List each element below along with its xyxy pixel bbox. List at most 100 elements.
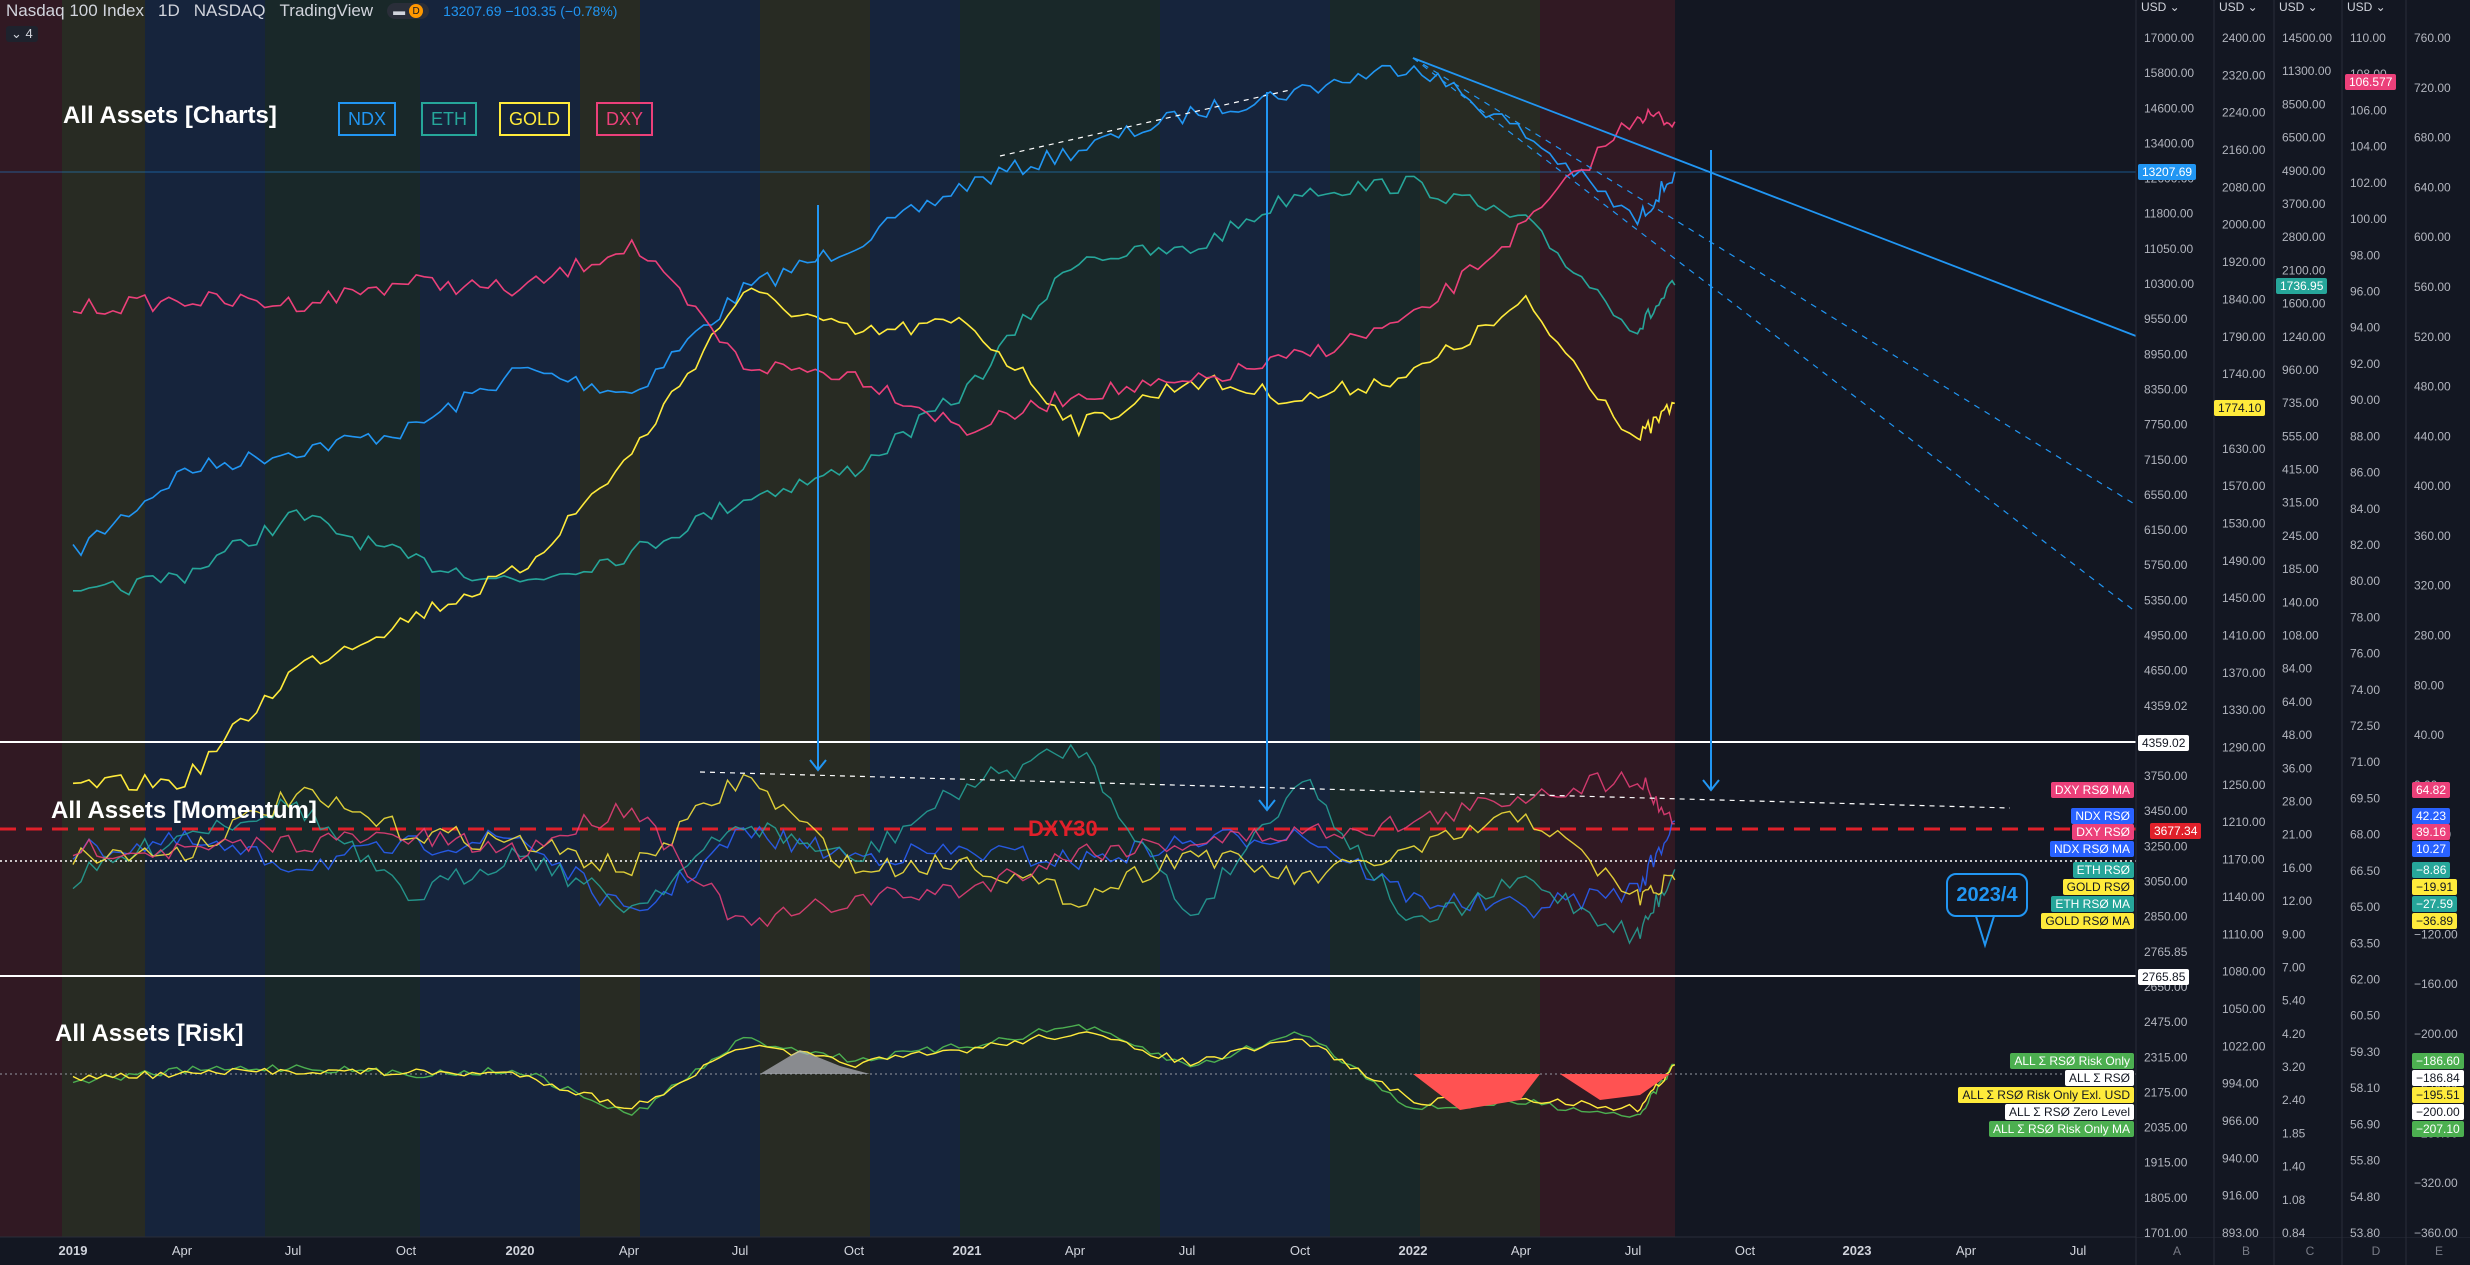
price-tick-label: 994.00	[2222, 1077, 2259, 1091]
price-tick-label: 140.00	[2282, 595, 2319, 609]
price-tick-label: 54.80	[2350, 1190, 2380, 1204]
price-tick-label: 2320.00	[2222, 68, 2266, 82]
price-tick-label: 3750.00	[2144, 769, 2188, 783]
x-tick-label: Jul	[2070, 1243, 2087, 1258]
risk-fill-down-2	[1560, 1074, 1670, 1100]
price-tick-label: 3050.00	[2144, 875, 2188, 889]
scale-header-usd4: USD ⌄	[2347, 0, 2386, 14]
price-tick-label: 78.00	[2350, 610, 2380, 624]
price-tick-label: 1330.00	[2222, 703, 2266, 717]
price-tick-label: 13400.00	[2144, 136, 2194, 150]
band-2	[145, 0, 265, 1237]
risk-value-3: −200.00	[2412, 1104, 2464, 1120]
price-tick-label: 64.00	[2282, 695, 2312, 709]
price-tick-label: 966.00	[2222, 1114, 2259, 1128]
price-tick-label: 16.00	[2282, 861, 2312, 875]
price-tick-label: 3250.00	[2144, 839, 2188, 853]
risk-fill-down	[1413, 1074, 1540, 1110]
price-tick-label: 6550.00	[2144, 488, 2188, 502]
price-tick-label: 14600.00	[2144, 101, 2194, 115]
price-tick-label: 36.00	[2282, 761, 2312, 775]
risk-value-0: −186.60	[2412, 1053, 2464, 1069]
dxy30-label: DXY30	[1028, 816, 1098, 841]
price-tick-label: 72.50	[2350, 719, 2380, 733]
x-tick-label: 2023	[1843, 1243, 1872, 1258]
price-tick-label: 280.00	[2414, 629, 2451, 643]
series-gold-line	[72, 287, 1676, 791]
callout-2023-4[interactable]: 2023/4	[1946, 873, 2028, 917]
trendline-ndx	[1412, 57, 2137, 337]
price-tick-label: 59.30	[2350, 1045, 2380, 1059]
price-tick-label: 96.00	[2350, 284, 2380, 298]
price-tick-label: 560.00	[2414, 280, 2451, 294]
arrow-head-2	[1702, 779, 1720, 792]
x-tick-label: Oct	[844, 1243, 865, 1258]
price-tick-label: 360.00	[2414, 529, 2451, 543]
price-tick-label: 82.00	[2350, 538, 2380, 552]
price-tick-label: 245.00	[2282, 529, 2319, 543]
price-tick-label: 11050.00	[2144, 242, 2193, 256]
price-tick-label: 1740.00	[2222, 367, 2266, 381]
indicator-badge[interactable]: ▬ D	[387, 3, 430, 19]
price-tick-label: 28.00	[2282, 794, 2312, 808]
price-tick-label: 4650.00	[2144, 664, 2188, 678]
price-tick-label: 55.80	[2350, 1154, 2380, 1168]
price-tick-label: 3700.00	[2282, 197, 2326, 211]
trendline-white-2	[699, 771, 2011, 809]
tag-gold-price: 1774.10	[2214, 400, 2266, 416]
price-tick-label: 735.00	[2282, 396, 2319, 410]
x-tick-label: Apr	[1065, 1243, 1086, 1258]
momentum-value-3: 10.27	[2412, 841, 2451, 857]
price-tick-label: 1840.00	[2222, 292, 2266, 306]
price-tick-label: 7750.00	[2144, 418, 2188, 432]
interval-label[interactable]: 1D	[158, 1, 180, 20]
price-tick-label: 8500.00	[2282, 97, 2326, 111]
momentum-ndxrs-line	[72, 820, 1676, 919]
price-tick-label: 400.00	[2414, 479, 2451, 493]
x-tick-label: 2022	[1399, 1243, 1428, 1258]
symbol-name[interactable]: Nasdaq 100 Index	[6, 1, 144, 20]
price-tick-label: 1.85	[2282, 1126, 2306, 1140]
price-tick-label: 555.00	[2282, 429, 2319, 443]
price-tick-label: 2850.00	[2144, 910, 2188, 924]
price-tick-label: 62.00	[2350, 973, 2380, 987]
collapse-indicators-button[interactable]: ⌄ 4	[6, 26, 38, 42]
scale-letter: A	[2173, 1244, 2181, 1258]
band-8	[870, 0, 960, 1237]
legend-gold: GOLD	[499, 102, 571, 136]
price-tick-label: 2400.00	[2222, 31, 2266, 45]
price-tick-label: 6150.00	[2144, 523, 2188, 537]
price-tick-label: 86.00	[2350, 466, 2380, 480]
price-tick-label: 5.40	[2282, 994, 2306, 1008]
scale-header-usd2: USD ⌄	[2219, 0, 2258, 14]
price-tick-label: 92.00	[2350, 357, 2380, 371]
risk-value-4: −207.10	[2412, 1121, 2464, 1137]
price-tick-label: 2100.00	[2282, 263, 2326, 277]
price-tick-label: 4900.00	[2282, 164, 2326, 178]
band-5	[580, 0, 640, 1237]
price-tick-label: 1701.00	[2144, 1226, 2188, 1240]
price-tick-label: 1805.00	[2144, 1191, 2188, 1205]
price-tick-label: 1250.00	[2222, 778, 2266, 792]
price-tick-label: 14500.00	[2282, 31, 2332, 45]
risk-label-4: ALL Σ RSØ Risk Only MA	[1988, 1121, 2134, 1137]
price-tick-label: 1490.00	[2222, 554, 2266, 568]
price-tick-label: 1570.00	[2222, 479, 2266, 493]
price-tick-label: 10300.00	[2144, 277, 2194, 291]
momentum-label-0: DXY RSØ MA	[2050, 782, 2134, 798]
price-tick-label: 104.00	[2350, 140, 2387, 154]
price-tick-label: 1.40	[2282, 1160, 2306, 1174]
price-tick-label: 2.40	[2282, 1093, 2306, 1107]
price-tick-label: 320.00	[2414, 579, 2451, 593]
price-tick-label: 12.00	[2282, 894, 2312, 908]
tag-dxy-price: 106.577	[2345, 74, 2397, 90]
momentum-label-5: GOLD RSØ	[2062, 879, 2134, 895]
price-tick-label: 71.00	[2350, 755, 2380, 769]
scale-header-usd3: USD ⌄	[2279, 0, 2318, 14]
price-tick-label: 2315.00	[2144, 1050, 2188, 1064]
price-tick-label: 1290.00	[2222, 741, 2266, 755]
arrow-head-1	[1258, 799, 1276, 812]
price-tick-label: 1370.00	[2222, 666, 2266, 680]
scale-letter: B	[2242, 1244, 2250, 1258]
